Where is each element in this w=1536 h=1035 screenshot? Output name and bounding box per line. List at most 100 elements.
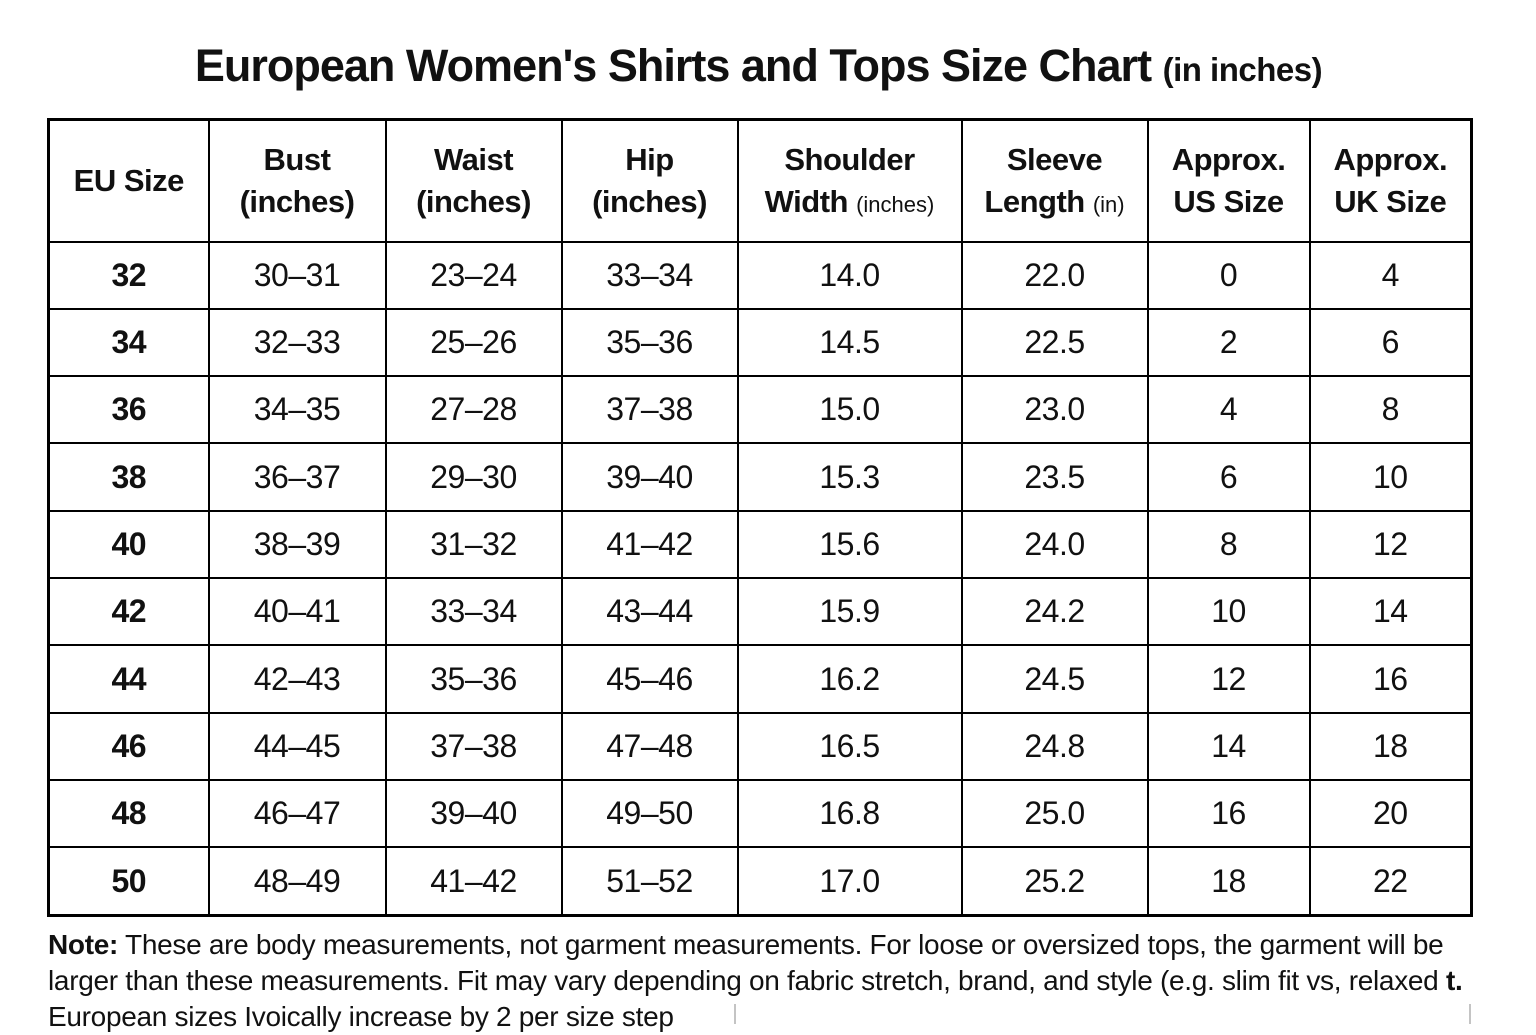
cell-hip: 47–48 [560,711,739,782]
cell-waist: 23–24 [384,240,563,310]
cell-us-size: 0 [1146,240,1311,310]
cell-bust: 40–41 [207,577,387,647]
cell-uk-size: 14 [1308,577,1473,647]
note-label: Note: [48,929,119,960]
header-sleeve-length: Sleeve Length (in) [960,118,1149,243]
header-sleeve-unit: (in) [1092,191,1125,217]
header-sleeve-label-2: Length [984,183,1085,219]
cell-waist: 41–42 [384,846,563,917]
cropped-gridline-right [1469,1004,1471,1024]
cell-eu-size: 48 [47,778,210,849]
cell-sleeve-length: 23.5 [960,442,1149,512]
cell-uk-size: 4 [1308,240,1473,310]
cell-sleeve-length: 24.0 [960,509,1149,580]
cell-uk-size: 6 [1308,307,1473,378]
header-hip-unit: (inches) [592,183,707,219]
cell-uk-size: 12 [1308,509,1473,580]
header-uk-size-label-1: Approx. [1333,141,1448,177]
cell-sleeve-length: 23.0 [960,375,1149,445]
header-bust-unit: (inches) [239,183,355,219]
cell-hip: 51–52 [560,846,739,917]
cell-waist: 27–28 [384,375,563,445]
cropped-gridline-left [734,1004,736,1024]
cell-uk-size: 8 [1308,375,1473,445]
header-uk-size-label-2: UK Size [1334,183,1447,219]
cell-eu-size: 38 [47,442,210,512]
note-line-1: Note: These are body measurements, not g… [48,927,1488,963]
cell-eu-size: 36 [47,375,210,445]
table-body: 32 30–31 23–24 33–34 14.0 22.0 0 4 34 32–33 25–26 3… [47,240,1473,917]
cell-shoulder-width: 15.3 [736,442,963,512]
cell-sleeve-length: 25.2 [960,846,1149,917]
cell-shoulder-width: 16.5 [736,711,963,782]
cell-us-size: 10 [1146,577,1311,647]
cell-shoulder-width: 14.5 [736,307,963,378]
table-row: 48 46–47 39–40 49–50 16.8 25.0 16 20 [47,778,1473,849]
cell-eu-size: 34 [47,307,210,378]
cell-uk-size: 16 [1308,644,1473,714]
page-title: European Women's Shirts and Tops Size Ch… [47,40,1470,92]
cell-sleeve-length: 25.0 [960,778,1149,849]
header-us-size-label-1: Approx. [1171,141,1286,177]
cell-shoulder-width: 17.0 [736,846,963,917]
header-waist: Waist (inches) [384,118,563,243]
header-uk-size: Approx. UK Size [1308,118,1473,243]
cell-waist: 25–26 [384,307,563,378]
table-row: 32 30–31 23–24 33–34 14.0 22.0 0 4 [47,240,1473,310]
cell-eu-size: 32 [47,240,210,310]
header-us-size-label-2: US Size [1173,183,1284,219]
table-header-row: EU Size Bust (inches) Waist (inches) Hip… [47,118,1473,243]
cell-us-size: 14 [1146,711,1311,782]
cell-uk-size: 10 [1308,442,1473,512]
header-eu-size: EU Size [47,118,210,243]
cell-hip: 35–36 [560,307,739,378]
page-title-unit-suffix: (in inches) [1162,51,1323,88]
header-shoulder-label-1: Shoulder [784,141,915,177]
table-header: EU Size Bust (inches) Waist (inches) Hip… [47,118,1473,243]
header-bust-label: Bust [263,141,331,177]
header-waist-label: Waist [433,141,514,177]
cell-bust: 38–39 [207,509,387,580]
cell-sleeve-length: 22.5 [960,307,1149,378]
cell-eu-size: 46 [47,711,210,782]
cell-waist: 31–32 [384,509,563,580]
note-line-3: European sizes Ivoically increase by 2 p… [48,999,1488,1035]
table-row: 42 40–41 33–34 43–44 15.9 24.2 10 14 [47,577,1473,647]
table-row: 38 36–37 29–30 39–40 15.3 23.5 6 10 [47,442,1473,512]
note-line-2-text: larger than these measurements. Fit may … [48,965,1446,996]
cell-sleeve-length: 24.5 [960,644,1149,714]
header-shoulder-unit: (inches) [856,191,935,217]
cell-eu-size: 44 [47,644,210,714]
cell-hip: 45–46 [560,644,739,714]
cell-bust: 48–49 [207,846,387,917]
cell-hip: 41–42 [560,509,739,580]
table-row: 44 42–43 35–36 45–46 16.2 24.5 12 16 [47,644,1473,714]
cell-sleeve-length: 22.0 [960,240,1149,310]
cell-shoulder-width: 15.9 [736,577,963,647]
cell-us-size: 12 [1146,644,1311,714]
cell-us-size: 18 [1146,846,1311,917]
cell-waist: 37–38 [384,711,563,782]
cell-us-size: 2 [1146,307,1311,378]
size-chart-table: EU Size Bust (inches) Waist (inches) Hip… [47,118,1473,917]
cell-sleeve-length: 24.8 [960,711,1149,782]
cell-uk-size: 22 [1308,846,1473,917]
cell-us-size: 4 [1146,375,1311,445]
header-waist-unit: (inches) [416,183,531,219]
cell-shoulder-width: 14.0 [736,240,963,310]
note-line-1-text: These are body measurements, not garment… [118,929,1444,960]
header-hip-label: Hip [625,141,674,177]
cell-uk-size: 20 [1308,778,1473,849]
cell-bust: 34–35 [207,375,387,445]
cell-waist: 35–36 [384,644,563,714]
note-text: Note: These are body measurements, not g… [48,927,1488,1035]
table-row: 50 48–49 41–42 51–52 17.0 25.2 18 22 [47,846,1473,917]
header-bust: Bust (inches) [207,118,387,243]
table-row: 36 34–35 27–28 37–38 15.0 23.0 4 8 [47,375,1473,445]
cell-shoulder-width: 16.8 [736,778,963,849]
cell-eu-size: 50 [47,846,210,917]
cell-hip: 37–38 [560,375,739,445]
cell-uk-size: 18 [1308,711,1473,782]
cell-shoulder-width: 15.0 [736,375,963,445]
